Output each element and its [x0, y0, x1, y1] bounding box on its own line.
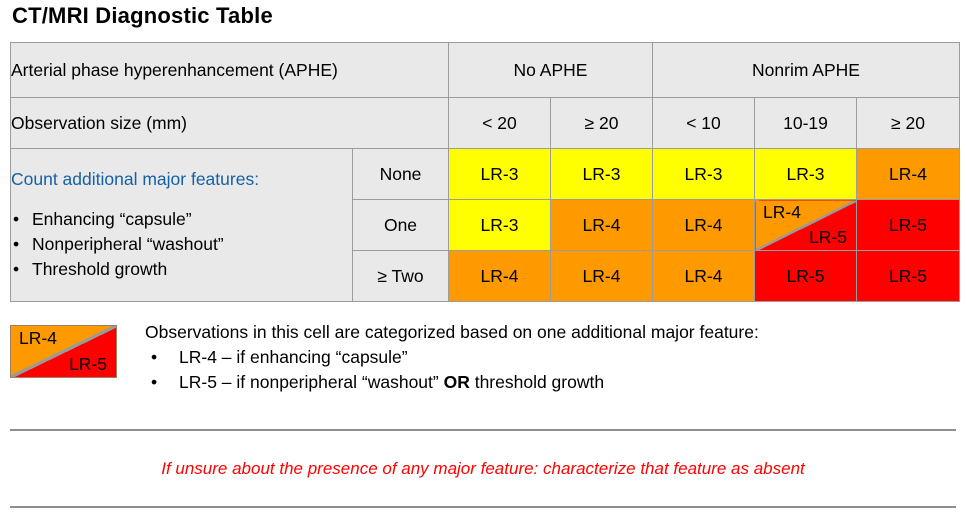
size-col: < 20	[448, 97, 551, 149]
grade-cell: LR-4	[652, 250, 755, 302]
size-col: ≥ 20	[856, 97, 960, 149]
grade-cell: LR-3	[652, 148, 755, 200]
size-col: 10-19	[754, 97, 857, 149]
feature-item: Enhancing “capsule”	[12, 207, 352, 232]
no-aphe-header: No APHE	[448, 42, 653, 98]
row-label: None	[352, 148, 449, 200]
feature-item: Nonperipheral “washout”	[12, 232, 352, 257]
features-cell: Count additional major features: Enhanci…	[10, 148, 353, 302]
legend-items: LR-4 – if enhancing “capsule” LR-5 – if …	[145, 345, 945, 395]
split-grade-cell: LR-4 LR-5	[754, 199, 857, 251]
size-col: < 10	[652, 97, 755, 149]
size-header-cell: Observation size (mm)	[10, 97, 449, 149]
features-list: Enhancing “capsule” Nonperipheral “washo…	[12, 207, 352, 282]
legend-text: Observations in this cell are categorize…	[145, 320, 945, 395]
divider-line-bottom	[10, 506, 956, 508]
features-heading: Count additional major features:	[11, 168, 260, 189]
legend-intro: Observations in this cell are categorize…	[145, 322, 759, 342]
grade-cell: LR-4	[652, 199, 755, 251]
grade-cell: LR-4	[550, 250, 653, 302]
grade-cell: LR-3	[448, 199, 551, 251]
feature-item: Threshold growth	[12, 257, 352, 282]
uncertainty-note: If unsure about the presence of any majo…	[161, 459, 805, 478]
grade-cell: LR-5	[754, 250, 857, 302]
legend-swatch: LR-4 LR-5	[10, 325, 117, 378]
page-title: CT/MRI Diagnostic Table	[12, 3, 273, 28]
grade-cell: LR-5	[856, 250, 960, 302]
grade-cell: LR-3	[550, 148, 653, 200]
legend-swatch-top-label: LR-4	[19, 328, 57, 348]
legend-item: LR-4 – if enhancing “capsule”	[145, 345, 945, 370]
grade-cell: LR-3	[754, 148, 857, 200]
divider-line-top	[10, 429, 956, 431]
grade-cell: LR-4	[856, 148, 960, 200]
grade-cell: LR-3	[448, 148, 551, 200]
row-label: One	[352, 199, 449, 251]
legend-item: LR-5 – if nonperipheral “washout” OR thr…	[145, 370, 945, 395]
nonrim-aphe-header: Nonrim APHE	[652, 42, 960, 98]
size-col: ≥ 20	[550, 97, 653, 149]
aphe-header-cell: Arterial phase hyperenhancement (APHE)	[10, 42, 449, 98]
legend-swatch-bottom-label: LR-5	[69, 354, 107, 374]
split-bottom-label: LR-5	[809, 227, 847, 247]
grade-cell: LR-5	[856, 199, 960, 251]
grade-cell: LR-4	[448, 250, 551, 302]
split-top-label: LR-4	[763, 202, 801, 222]
row-label: ≥ Two	[352, 250, 449, 302]
diagnostic-table: Arterial phase hyperenhancement (APHE) N…	[10, 42, 960, 302]
grade-cell: LR-4	[550, 199, 653, 251]
